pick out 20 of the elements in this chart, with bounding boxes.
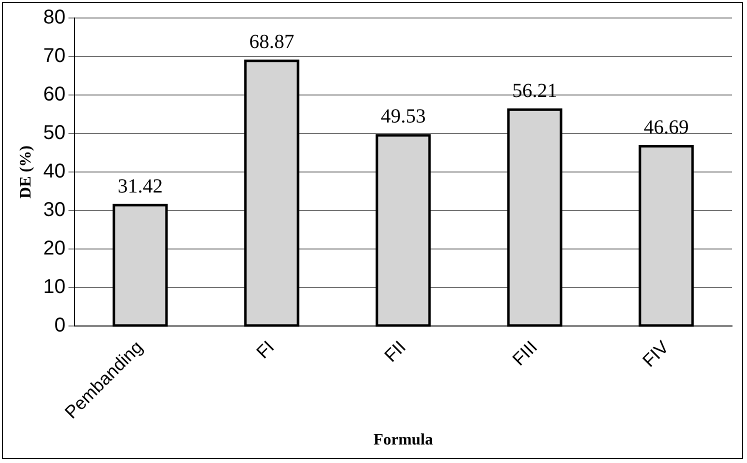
x-tick-label: FI (252, 336, 278, 362)
y-tick-label: 70 (43, 45, 66, 68)
data-label: 31.42 (118, 175, 163, 198)
y-axis-title: DE (%) (18, 146, 35, 198)
x-tick-label: FIV (638, 336, 673, 371)
y-tick-label: 50 (43, 122, 66, 144)
data-label: 68.87 (249, 31, 294, 54)
x-tick-label: FIII (508, 336, 542, 370)
y-tick-label: 40 (43, 160, 66, 183)
y-tick-label: 10 (43, 276, 66, 298)
x-tick-label: FII (380, 336, 410, 366)
y-tick-label: 0 (54, 314, 66, 337)
data-label: 46.69 (644, 116, 689, 139)
data-label: 56.21 (512, 80, 558, 102)
y-tick-label: 30 (43, 199, 66, 222)
y-tick-label: 20 (43, 238, 66, 260)
data-label: 49.53 (380, 106, 426, 128)
x-axis-title: Formula (373, 432, 433, 449)
y-tick-label: 80 (43, 6, 66, 29)
y-tick-label: 60 (43, 84, 66, 106)
